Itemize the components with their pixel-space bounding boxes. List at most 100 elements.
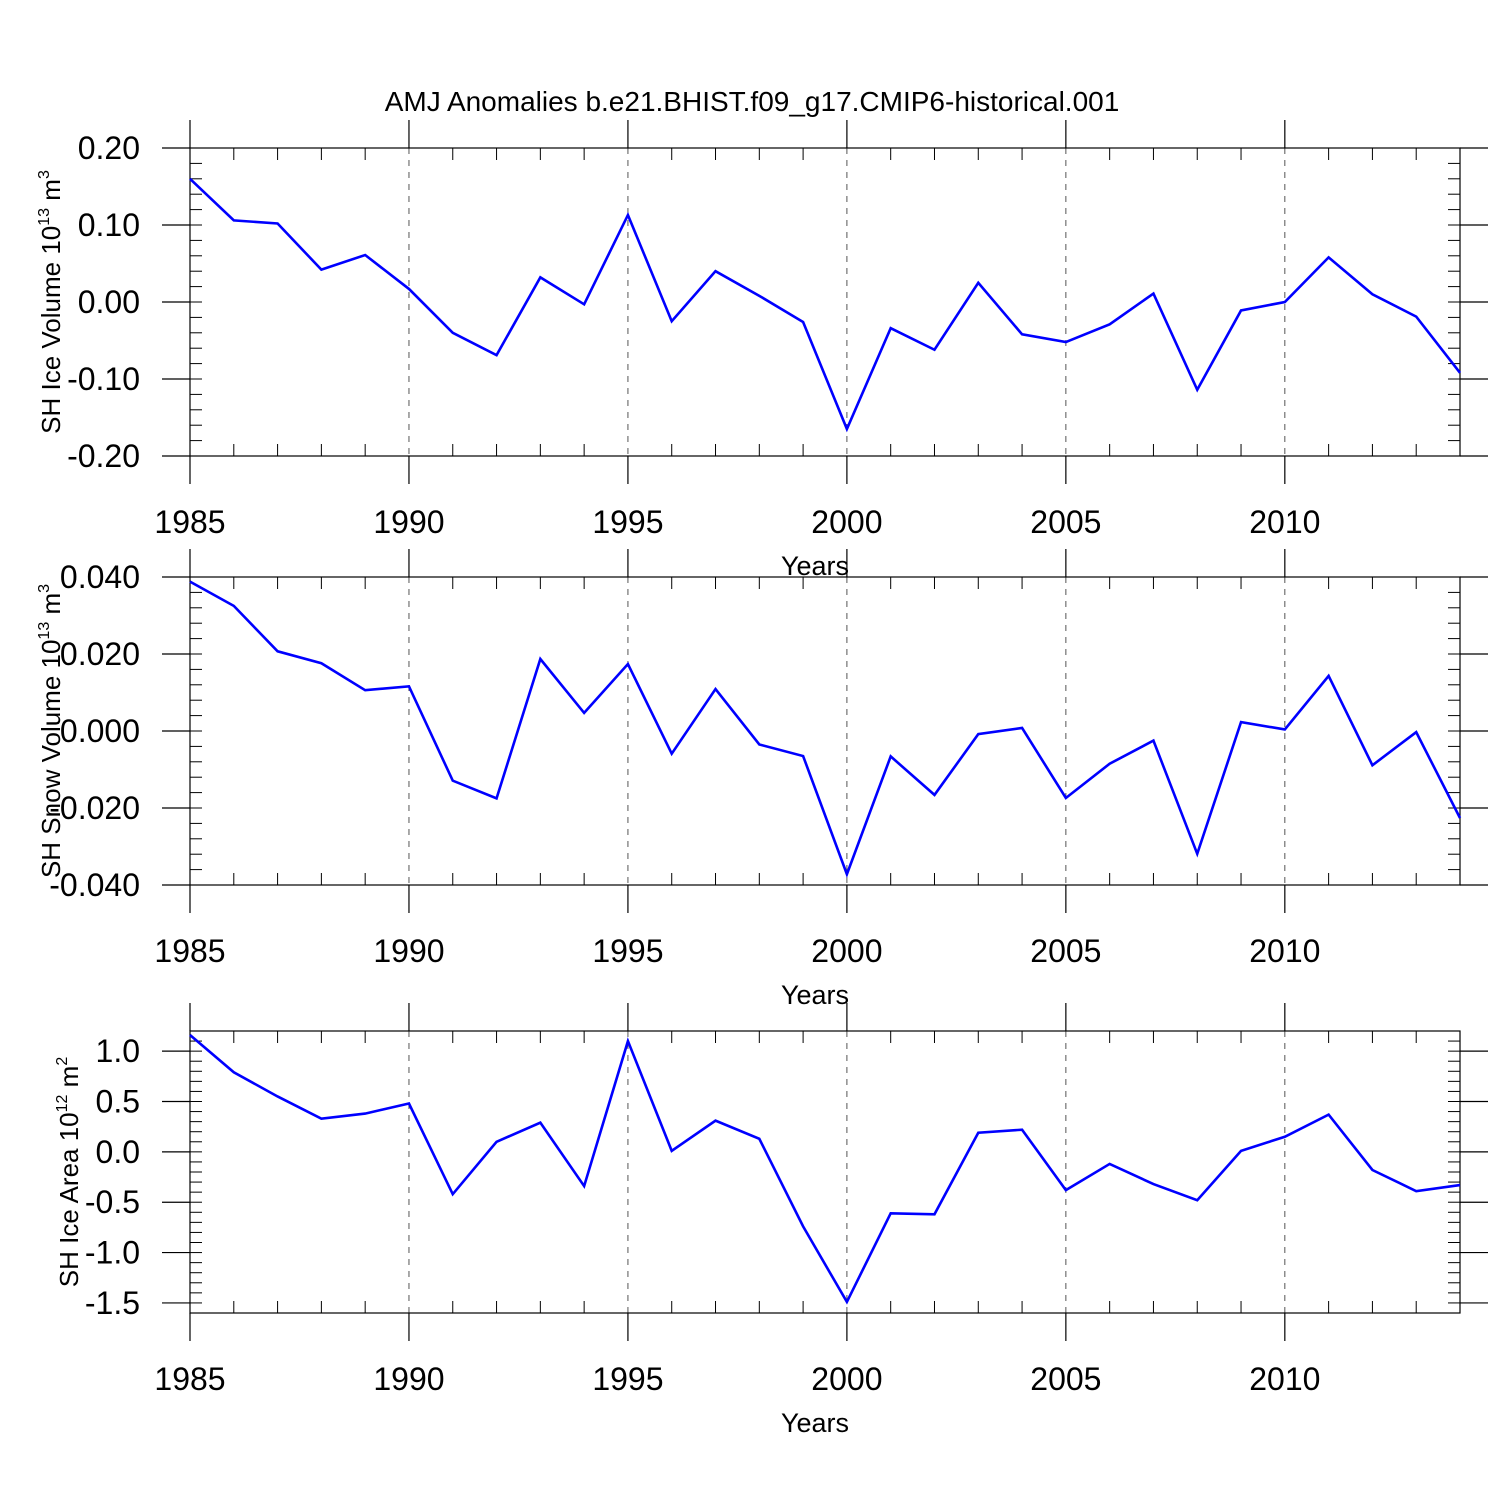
x-tick-label: 2005 (1030, 504, 1101, 540)
y-tick-label: 0.5 (96, 1084, 140, 1120)
data-point (626, 213, 630, 217)
data-point (363, 253, 367, 257)
x-axis-label: Years (781, 551, 849, 581)
data-point (932, 793, 936, 797)
chart-panel-1: 1985 1990 1995 2000 2005 2010 0.20 0.10 0.00 -0.1… (36, 120, 1488, 581)
data-point (451, 331, 455, 335)
data-point (1020, 726, 1024, 730)
data-point (1064, 796, 1068, 800)
x-tick-label: 1995 (592, 504, 663, 540)
data-point (1151, 292, 1155, 296)
x-tick-label: 2010 (1249, 1361, 1320, 1397)
plot-frame (189, 147, 1461, 457)
data-line (189, 1034, 1461, 1305)
data-point (495, 796, 499, 800)
data-point (232, 218, 236, 222)
data-point (582, 1184, 586, 1188)
data-point (1108, 322, 1112, 326)
data-point (976, 1131, 980, 1135)
data-point (1370, 292, 1374, 296)
data-point (1195, 1198, 1199, 1202)
data-point (1151, 739, 1155, 743)
data-point (1239, 720, 1243, 724)
x-tick-label: 2010 (1249, 933, 1320, 969)
data-point (1458, 371, 1462, 375)
y-tick-label: -1.5 (85, 1285, 140, 1321)
data-point (188, 1033, 192, 1037)
data-point (363, 688, 367, 692)
y-tick-label: 0.00 (78, 284, 140, 320)
data-point (801, 754, 805, 758)
data-point (757, 1137, 761, 1141)
y-axis-label: SH Ice Volume 1013 m3 (36, 170, 66, 434)
data-point (1064, 340, 1068, 344)
data-point (538, 1121, 542, 1125)
data-point (845, 427, 849, 431)
data-point (1327, 674, 1331, 678)
y-tick-label: -0.20 (67, 438, 140, 474)
data-point (714, 1119, 718, 1123)
data-point (932, 348, 936, 352)
data-point (1195, 388, 1199, 392)
data-point (538, 275, 542, 279)
x-tick-label: 2000 (811, 504, 882, 540)
x-tick-label: 1990 (373, 1361, 444, 1397)
y-tick-label: -0.5 (85, 1184, 140, 1220)
y-tick-label: 0.10 (78, 207, 140, 243)
data-point (1064, 1188, 1068, 1192)
plot-frame (189, 576, 1461, 886)
data-point (889, 326, 893, 330)
y-tick-label: 0.0 (96, 1134, 140, 1170)
data-point (626, 1039, 630, 1043)
y-axis-label: SH Snow Volume 1013 m3 (36, 584, 66, 878)
data-point (407, 1102, 411, 1106)
data-point (1195, 852, 1199, 856)
data-point (757, 294, 761, 298)
data-point (319, 661, 323, 665)
data-point (319, 1117, 323, 1121)
data-point (319, 268, 323, 272)
x-tick-label: 2010 (1249, 504, 1320, 540)
y-tick-label: 0.020 (60, 636, 140, 672)
data-point (626, 662, 630, 666)
data-point (1414, 730, 1418, 734)
x-tick-label: 2000 (811, 933, 882, 969)
x-tick-label: 1995 (592, 1361, 663, 1397)
data-point (932, 1212, 936, 1216)
data-point (407, 684, 411, 688)
data-point (188, 580, 192, 584)
data-point (495, 353, 499, 357)
data-point (889, 754, 893, 758)
y-tick-label: -0.020 (49, 790, 140, 826)
data-point (276, 1094, 280, 1098)
data-point (976, 732, 980, 736)
x-tick-label: 1985 (154, 1361, 225, 1397)
data-point (1239, 308, 1243, 312)
data-point (188, 177, 192, 181)
data-point (582, 302, 586, 306)
data-point (276, 221, 280, 225)
data-point (1458, 1183, 1462, 1187)
x-tick-label: 1990 (373, 504, 444, 540)
data-point (363, 1112, 367, 1116)
data-point (1414, 1189, 1418, 1193)
data-point (1151, 1182, 1155, 1186)
x-tick-label: 2005 (1030, 1361, 1101, 1397)
x-tick-label: 2000 (811, 1361, 882, 1397)
x-tick-label: 1985 (154, 504, 225, 540)
data-point (1239, 1149, 1243, 1153)
data-point (801, 320, 805, 324)
data-line (189, 177, 1462, 433)
data-point (451, 1192, 455, 1196)
data-point (1108, 762, 1112, 766)
data-point (1283, 727, 1287, 731)
data-point (889, 1211, 893, 1215)
x-axis-label: Years (781, 980, 849, 1010)
y-tick-label: 1.0 (96, 1033, 140, 1069)
y-tick-label: -1.0 (85, 1235, 140, 1271)
y-axis-label: SH Ice Area 1012 m2 (54, 1057, 84, 1288)
chart-panel-3: 1985 1990 1995 2000 2005 2010 1.0 0.5 0.0 -0.5 -1.… (54, 1003, 1488, 1438)
x-tick-label: 1995 (592, 933, 663, 969)
data-point (1458, 816, 1462, 820)
data-point (976, 281, 980, 285)
